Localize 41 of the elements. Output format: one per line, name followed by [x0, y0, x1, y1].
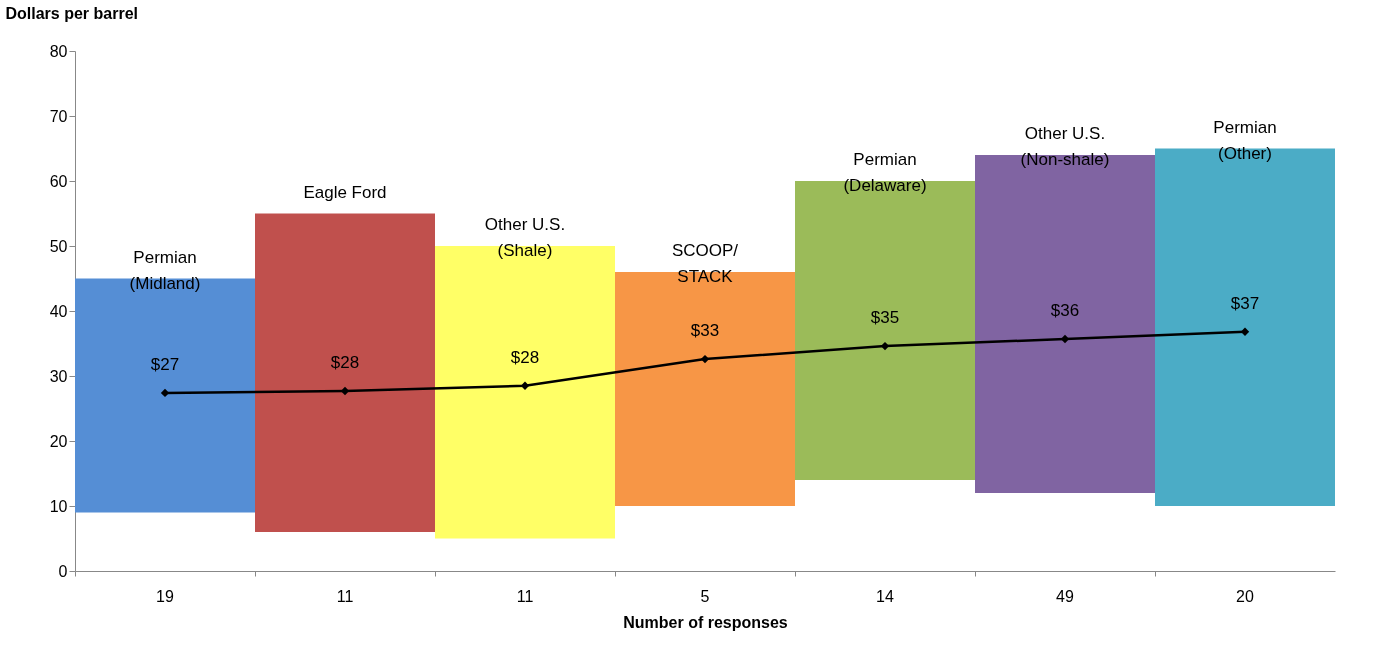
y-axis-title: Dollars per barrel [5, 4, 138, 22]
data-label: $35 [870, 308, 900, 328]
x-tick-label: 11 [336, 587, 354, 605]
annotation: Permian (Midland) [129, 247, 201, 293]
data-label: $33 [690, 321, 720, 341]
y-tick-label: 20 [49, 432, 68, 450]
y-tick-label: 30 [49, 367, 68, 385]
y-tick-label: 40 [49, 302, 68, 320]
bar [975, 155, 1155, 493]
x-axis-title: Number of responses [623, 613, 788, 631]
annotation: Permian (Delaware) [843, 150, 927, 195]
data-label: $27 [150, 354, 180, 374]
y-tick-label: 50 [49, 237, 68, 255]
annotation: Eagle Ford [303, 182, 387, 202]
point [520, 381, 530, 390]
data-label: $37 [1230, 293, 1260, 313]
bar [435, 246, 615, 539]
point [1240, 327, 1250, 336]
y-tick-label: 60 [49, 172, 68, 190]
y-tick-label: 70 [49, 107, 68, 125]
annotation: SCOOP/ STACK [671, 241, 739, 286]
x-tick-label: 49 [1056, 587, 1074, 605]
x-tick-label: 14 [876, 587, 894, 605]
annotation: Permian (Other) [1213, 117, 1277, 163]
annotation: Other U.S. (Non-shale) [1020, 124, 1110, 169]
bar [75, 278, 255, 513]
x-tick-label: 11 [516, 587, 534, 605]
bar [615, 272, 795, 506]
x-tick-label: 5 [700, 587, 710, 605]
bar [795, 181, 975, 480]
y-tick-label: 80 [49, 42, 68, 60]
y-tick-label: 0 [58, 562, 68, 580]
annotation: Other U.S. (Shale) [484, 215, 566, 260]
y-tick-label: 10 [49, 497, 68, 515]
x-tick-label: 20 [1236, 587, 1254, 605]
data-label: $36 [1050, 300, 1080, 320]
bar [1155, 148, 1335, 506]
x-tick-label: 19 [156, 587, 174, 605]
data-label: $28 [510, 347, 540, 367]
bar [255, 213, 435, 532]
data-label: $28 [330, 352, 360, 372]
